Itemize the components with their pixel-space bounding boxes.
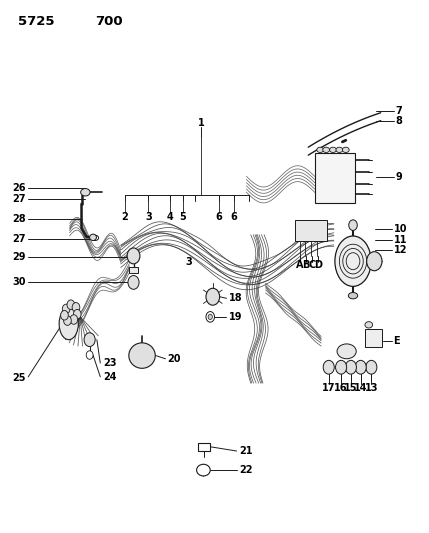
Text: 19: 19 [229,312,242,322]
Text: 29: 29 [12,252,26,262]
Ellipse shape [329,147,336,152]
Circle shape [67,300,75,310]
Ellipse shape [337,344,356,359]
Text: B: B [302,261,309,270]
Text: 5725: 5725 [18,15,55,28]
Text: 28: 28 [12,214,26,224]
Text: 25: 25 [12,373,26,383]
Circle shape [367,252,382,271]
Text: 3: 3 [145,212,152,222]
Circle shape [323,360,334,374]
Circle shape [63,316,71,325]
Text: 30: 30 [12,277,26,287]
Ellipse shape [92,235,99,240]
Circle shape [128,276,139,289]
Ellipse shape [348,293,358,299]
Ellipse shape [342,147,349,152]
Text: 4: 4 [166,212,173,222]
Ellipse shape [336,147,343,152]
Text: 27: 27 [12,193,26,204]
Text: 11: 11 [393,235,407,245]
Ellipse shape [81,189,90,196]
Text: 20: 20 [168,354,181,364]
Text: C: C [308,261,315,270]
Text: 22: 22 [239,465,252,475]
Text: 7: 7 [395,106,402,116]
Text: 10: 10 [393,224,407,235]
Circle shape [206,288,220,305]
Circle shape [72,303,80,312]
Text: 17: 17 [322,383,335,393]
Text: 27: 27 [12,234,26,244]
Text: 6: 6 [230,212,237,222]
Circle shape [60,311,68,320]
Circle shape [127,248,140,264]
Circle shape [73,310,81,319]
Circle shape [345,360,356,374]
Text: 700: 700 [95,15,123,28]
Circle shape [355,360,366,374]
Text: 16: 16 [334,383,348,393]
FancyBboxPatch shape [314,152,355,203]
Circle shape [62,304,70,314]
Text: 9: 9 [395,172,402,182]
Text: 24: 24 [103,372,116,382]
Ellipse shape [196,464,210,476]
Text: 21: 21 [239,446,252,456]
Text: 23: 23 [103,358,116,368]
Text: 5: 5 [179,212,186,222]
Circle shape [335,360,347,374]
Bar [296,220,327,241]
Bar [365,328,382,347]
Text: 2: 2 [121,212,128,222]
Ellipse shape [129,343,155,368]
Ellipse shape [365,321,373,328]
Text: 15: 15 [344,383,358,393]
Circle shape [308,227,314,234]
Text: 8: 8 [395,116,402,126]
Circle shape [297,227,303,234]
Text: 13: 13 [365,383,378,393]
Text: E: E [393,336,400,346]
Circle shape [366,360,377,374]
Text: 14: 14 [354,383,368,393]
Text: 18: 18 [229,293,242,303]
Ellipse shape [90,234,97,240]
Text: 3: 3 [186,257,192,267]
Text: A: A [296,261,303,270]
Text: 6: 6 [215,212,222,222]
Text: D: D [314,261,322,270]
Ellipse shape [59,308,79,340]
Circle shape [314,227,320,234]
Ellipse shape [323,147,329,152]
Circle shape [70,315,78,324]
Bar [198,442,210,451]
Text: 12: 12 [393,245,407,255]
Ellipse shape [317,147,323,152]
Circle shape [208,314,212,319]
Ellipse shape [335,236,371,286]
Circle shape [84,333,95,346]
Text: 1: 1 [197,118,204,128]
Circle shape [86,351,93,359]
Circle shape [349,220,357,230]
Circle shape [206,312,214,322]
Circle shape [302,227,308,234]
Bar [129,266,138,273]
Text: 26: 26 [12,183,26,193]
